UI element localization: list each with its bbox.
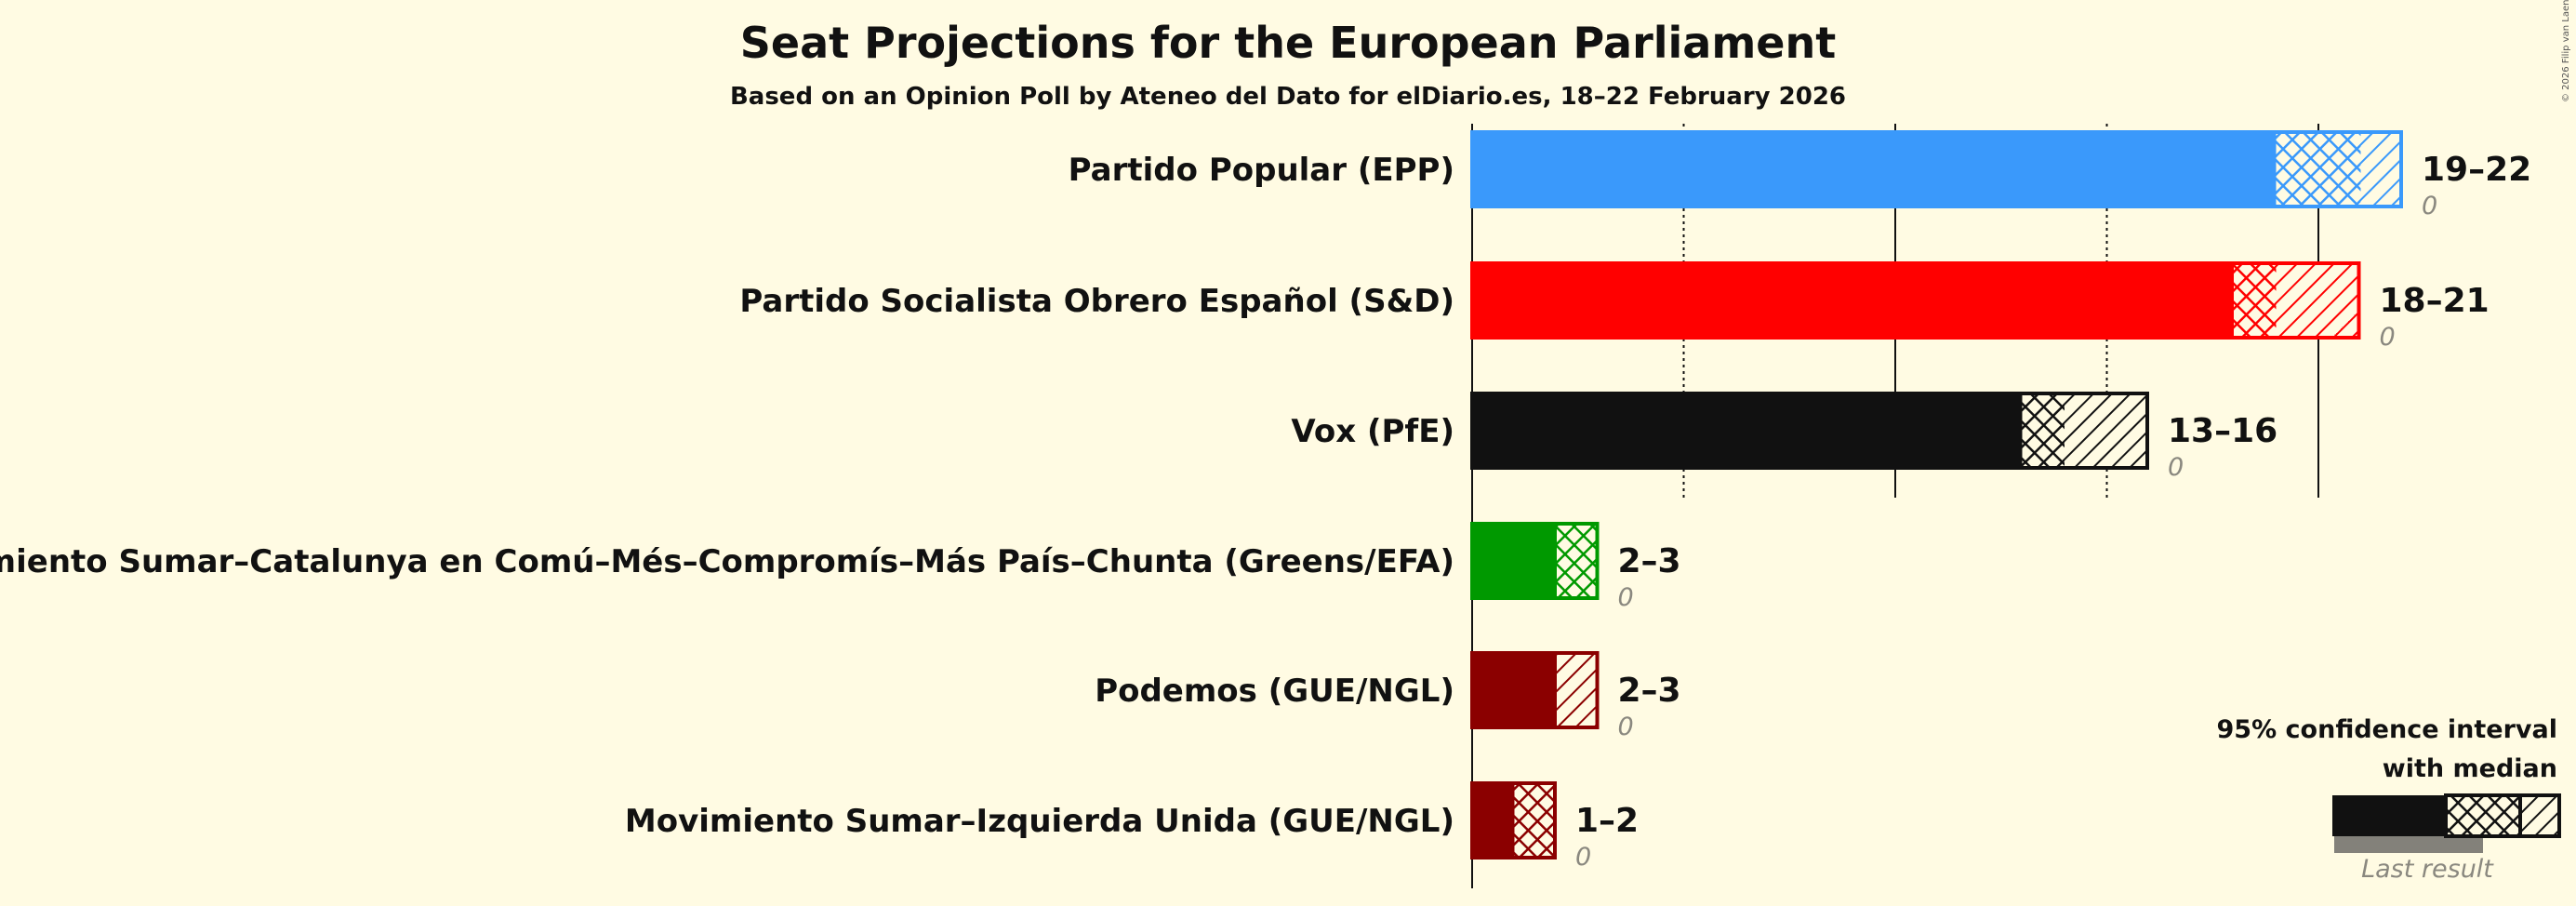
last-result-label: 0 [1618,713,1634,741]
party-label: Podemos (GUE/NGL) [1095,673,1454,710]
range-label: 1–2 [1575,802,1639,840]
party-label: Partido Popular (EPP) [1069,152,1454,189]
chart-title: Seat Projections for the European Parlia… [740,18,1836,68]
range-label: 18–21 [2380,282,2490,320]
bar-solid [1472,781,1515,859]
bar-outline [1470,261,2361,340]
bar-outline [1470,522,1600,600]
gridlines [1471,124,2319,888]
bar-ci-lower [1514,784,1557,857]
bar-ci-lower [2234,264,2277,337]
bar-group: Podemos (GUE/NGL) 2–3 0 [1095,651,1681,741]
bar-outline [1470,392,2149,470]
legend-ci-hatch [2518,793,2561,838]
range-label: 2–3 [1618,542,1681,580]
legend-title-line2: with median [2383,754,2557,783]
bar-ci-upper [2276,264,2361,337]
last-result-label: 0 [2380,323,2396,352]
party-label: Movimiento Sumar–Catalunya en Comú–Més–C… [0,543,1454,580]
bar-ci-upper [2360,133,2403,206]
bar-outline [1470,651,1600,729]
legend: 95% confidence interval with median Last… [2217,715,2561,884]
last-result-label: 0 [1575,843,1591,872]
bar-group: Partido Socialista Obrero Español (S&D) 1… [739,261,2490,352]
bar-solid [1472,130,2277,208]
copyright-text: © 2026 Filip van Laenen [2561,0,2571,102]
bar-group: Movimiento Sumar–Izquierda Unida (GUE/NG… [625,781,1639,872]
bar-ci-lower [2276,133,2361,206]
legend-title-line1: 95% confidence interval [2217,715,2557,744]
chart-subtitle: Based on an Opinion Poll by Ateneo del D… [730,83,1846,111]
bar-solid [1472,522,1557,600]
bar-outline [1470,781,1557,859]
bar-outline [1470,130,2403,208]
bar-solid [1472,392,2023,470]
bar-solid [1472,261,2234,340]
bar-group: Movimiento Sumar–Catalunya en Comú–Més–C… [0,522,1681,612]
party-label: Movimiento Sumar–Izquierda Unida (GUE/NG… [625,803,1454,840]
bar-ci-upper [2065,394,2149,467]
party-label: Partido Socialista Obrero Español (S&D) [739,283,1454,320]
legend-last-result-label: Last result [2361,855,2494,884]
bar-group: Partido Popular (EPP) 19–22 0 [1069,130,2531,220]
last-result-label: 0 [2422,192,2437,220]
bar-ci-lower [2022,394,2065,467]
bar-group: Vox (PfE) 13–16 0 [1291,392,2277,482]
range-label: 2–3 [1618,672,1681,710]
bar-ci-upper [1557,654,1600,726]
party-label: Vox (PfE) [1291,413,1454,450]
range-label: 19–22 [2422,151,2531,189]
bar-ci-lower [1557,525,1600,597]
bar-solid [1472,651,1557,729]
last-result-label: 0 [1618,583,1634,612]
legend-ci-solid [2332,795,2446,836]
legend-ci-crosshatch [2444,793,2522,838]
last-result-label: 0 [2168,453,2184,482]
legend-last-result-bar [2334,836,2483,853]
range-label: 13–16 [2168,412,2277,450]
